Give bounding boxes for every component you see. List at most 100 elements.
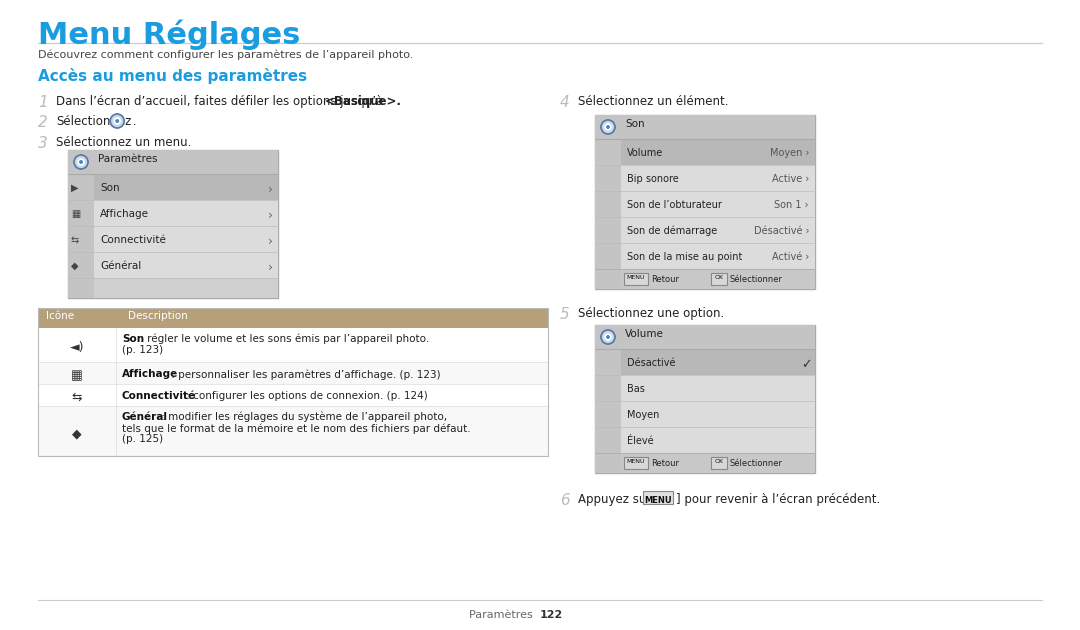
Bar	[38, 362, 548, 384]
Circle shape	[607, 341, 609, 344]
Text: OK: OK	[715, 459, 724, 464]
Bar	[621, 139, 815, 165]
Circle shape	[606, 125, 610, 129]
Bar	[621, 243, 815, 269]
Text: Menu Réglages: Menu Réglages	[38, 20, 300, 50]
Circle shape	[111, 115, 114, 118]
Circle shape	[604, 333, 612, 341]
Text: <Basique>.: <Basique>.	[324, 95, 402, 108]
Text: 2: 2	[38, 115, 48, 130]
Text: Sélectionner: Sélectionner	[730, 275, 783, 284]
Text: Sélectionnez une option.: Sélectionnez une option.	[578, 307, 725, 320]
Circle shape	[111, 124, 114, 127]
Bar	[38, 384, 548, 406]
Circle shape	[611, 331, 613, 334]
Bar	[621, 217, 815, 243]
Text: Connectivité: Connectivité	[100, 235, 166, 245]
Text: : modifier les réglages du système de l’appareil photo,: : modifier les réglages du système de l’…	[158, 412, 447, 423]
Circle shape	[120, 124, 123, 127]
Text: Son: Son	[625, 119, 645, 129]
Text: Général: Général	[100, 261, 141, 271]
Bar	[621, 191, 815, 217]
Bar	[595, 115, 815, 289]
Bar	[38, 308, 548, 456]
Bar	[68, 150, 278, 174]
Text: Active ›: Active ›	[772, 174, 809, 184]
Text: ›: ›	[268, 261, 273, 274]
Text: Dans l’écran d’accueil, faites défiler les options jusqu’à: Dans l’écran d’accueil, faites défiler l…	[56, 95, 387, 108]
Text: .: .	[130, 115, 137, 128]
Text: Élevé: Élevé	[627, 436, 653, 446]
Text: ◆: ◆	[71, 261, 79, 271]
Bar	[711, 273, 727, 285]
Bar	[621, 453, 815, 473]
Circle shape	[84, 165, 86, 168]
Circle shape	[607, 120, 609, 122]
Text: Bas: Bas	[627, 384, 645, 394]
Circle shape	[120, 115, 123, 118]
Text: : personnaliser les paramètres d’affichage. (p. 123): : personnaliser les paramètres d’afficha…	[167, 369, 441, 379]
Text: MENU: MENU	[644, 496, 672, 505]
Text: Son de la mise au point: Son de la mise au point	[627, 252, 742, 262]
Text: Affichage: Affichage	[100, 209, 149, 219]
Bar	[621, 375, 815, 401]
Text: ◄): ◄)	[70, 341, 84, 354]
Text: Son 1 ›: Son 1 ›	[774, 200, 809, 210]
Text: ] pour revenir à l’écran précédent.: ] pour revenir à l’écran précédent.	[676, 493, 880, 506]
Text: ›: ›	[268, 183, 273, 196]
Text: : régler le volume et les sons émis par l’appareil photo.: : régler le volume et les sons émis par …	[137, 334, 430, 345]
Text: 4: 4	[561, 95, 570, 110]
Bar	[621, 165, 815, 191]
Bar	[68, 174, 94, 298]
Text: Moyen: Moyen	[627, 410, 660, 420]
Bar	[595, 139, 621, 289]
Bar	[621, 349, 815, 375]
Bar	[38, 328, 548, 362]
Circle shape	[600, 330, 615, 344]
Text: Description: Description	[129, 311, 188, 321]
Text: Son: Son	[122, 334, 144, 344]
Text: Moyen ›: Moyen ›	[770, 148, 809, 158]
Text: Connectivité: Connectivité	[122, 391, 197, 401]
Text: OK: OK	[715, 275, 724, 280]
Circle shape	[116, 126, 119, 129]
Bar	[94, 174, 278, 200]
Text: ▶: ▶	[71, 183, 79, 193]
Text: 3: 3	[38, 136, 48, 151]
Bar	[595, 115, 815, 139]
Text: ⇆: ⇆	[71, 391, 82, 404]
Circle shape	[75, 155, 87, 169]
Text: Son de l’obturateur: Son de l’obturateur	[627, 200, 721, 210]
Text: Retour: Retour	[651, 275, 679, 284]
Bar	[94, 278, 278, 298]
Text: Désactivé: Désactivé	[627, 358, 675, 368]
Text: ›: ›	[268, 209, 273, 222]
Text: Sélectionnez un élément.: Sélectionnez un élément.	[578, 95, 729, 108]
Circle shape	[76, 165, 78, 168]
Circle shape	[603, 331, 605, 334]
Bar	[621, 401, 815, 427]
Bar	[595, 349, 621, 473]
Text: Son de démarrage: Son de démarrage	[627, 226, 717, 236]
Circle shape	[606, 335, 610, 339]
Circle shape	[604, 123, 612, 131]
Bar	[94, 226, 278, 252]
Bar	[621, 427, 815, 453]
Bar	[643, 491, 673, 504]
Circle shape	[611, 340, 613, 343]
Circle shape	[110, 120, 112, 122]
Text: ✓: ✓	[801, 358, 811, 371]
Text: ◆: ◆	[72, 427, 82, 440]
Text: Sélectionner: Sélectionner	[730, 459, 783, 468]
Circle shape	[113, 117, 121, 125]
Circle shape	[84, 156, 86, 159]
Text: ⇆: ⇆	[71, 235, 79, 245]
Bar	[68, 150, 278, 298]
Bar	[94, 252, 278, 278]
Circle shape	[80, 155, 82, 158]
Text: Paramètres: Paramètres	[469, 610, 540, 620]
Text: (p. 123): (p. 123)	[122, 345, 163, 355]
Text: ▦: ▦	[71, 369, 83, 382]
Circle shape	[600, 120, 615, 134]
Circle shape	[110, 114, 124, 128]
